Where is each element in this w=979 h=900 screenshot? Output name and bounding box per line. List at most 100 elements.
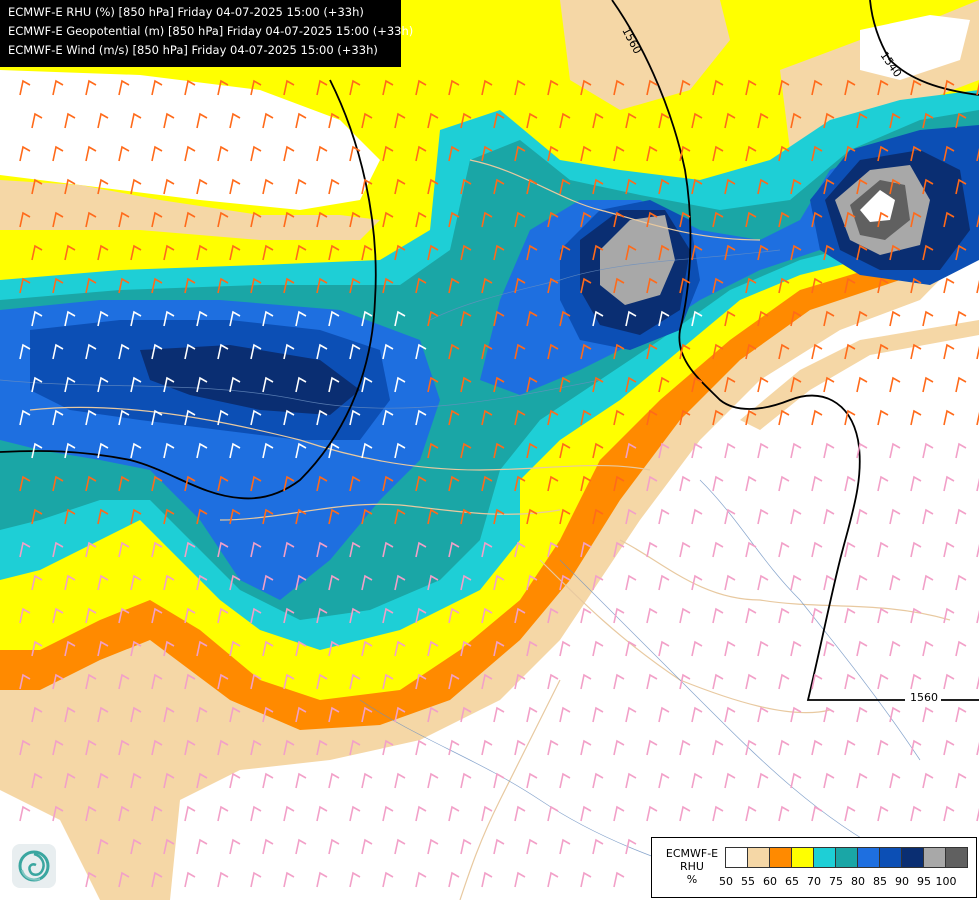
wind-barb — [118, 673, 130, 690]
wind-barb — [559, 574, 571, 591]
wind-barb — [85, 607, 97, 624]
wind-barb — [910, 277, 922, 294]
wind-barb — [394, 574, 406, 591]
wind-barb — [613, 211, 625, 228]
wind-barb — [382, 871, 394, 888]
wind-barb — [955, 706, 967, 723]
wind-barb — [85, 541, 97, 558]
wind-barb — [712, 475, 724, 492]
wind-barb — [184, 409, 196, 426]
wind-barb — [31, 244, 43, 261]
legend-swatch — [879, 847, 902, 868]
wind-barb — [943, 673, 955, 690]
wind-barb — [328, 640, 340, 657]
wind-barb — [151, 343, 163, 360]
wind-barb — [229, 574, 241, 591]
wind-barb — [97, 376, 109, 393]
wind-barb — [316, 805, 328, 822]
wind-barb — [460, 706, 472, 723]
wind-barb — [184, 805, 196, 822]
wind-barb — [658, 244, 670, 261]
wind-barb — [547, 211, 559, 228]
contour-label-bg — [905, 690, 941, 704]
wind-barb — [295, 574, 307, 591]
wind-barb — [877, 409, 889, 426]
wind-barb — [328, 376, 340, 393]
wind-barb — [823, 442, 835, 459]
wind-barb — [250, 343, 262, 360]
wind-barb — [844, 277, 856, 294]
wind-barb — [283, 607, 295, 624]
wind-barb — [130, 244, 142, 261]
wind-barb — [31, 640, 43, 657]
wind-barb — [250, 277, 262, 294]
wind-barb — [481, 607, 493, 624]
wind-barb — [910, 145, 922, 162]
wind-barb — [349, 277, 361, 294]
wind-barb — [316, 343, 328, 360]
wind-barb — [460, 376, 472, 393]
wind-barb — [52, 739, 64, 756]
wind-barb — [724, 178, 736, 195]
wind-barb — [262, 442, 274, 459]
wind-barb — [811, 475, 823, 492]
wind-barb — [427, 706, 439, 723]
wind-barb — [382, 739, 394, 756]
wind-barb — [679, 541, 691, 558]
rhu-band-white-core — [860, 190, 895, 222]
wind-barb — [658, 706, 670, 723]
wind-barb — [646, 607, 658, 624]
wind-barb — [349, 805, 361, 822]
wind-barb — [31, 178, 43, 195]
wind-barb — [250, 475, 262, 492]
wind-barb — [250, 145, 262, 162]
legend-swatch — [813, 847, 836, 868]
wind-barb — [922, 772, 934, 789]
wind-barb — [361, 772, 373, 789]
legend-tick-label: 60 — [763, 875, 777, 888]
wind-barb — [712, 541, 724, 558]
wind-barb — [943, 739, 955, 756]
wind-barb — [52, 211, 64, 228]
wind-barb — [448, 475, 460, 492]
wind-barb — [415, 145, 427, 162]
wind-barb — [955, 442, 967, 459]
wind-barb — [316, 541, 328, 558]
wind-barb — [382, 79, 394, 96]
wind-barb — [856, 706, 868, 723]
wind-barb — [283, 541, 295, 558]
wind-barb — [877, 277, 889, 294]
wind-barb — [856, 508, 868, 525]
wind-barb — [955, 574, 967, 591]
wind-barb — [943, 409, 955, 426]
wind-barb — [349, 673, 361, 690]
wind-barb — [361, 310, 373, 327]
wind-barb — [394, 376, 406, 393]
wind-barb — [943, 541, 955, 558]
wind-barb — [394, 442, 406, 459]
wind-barb — [514, 211, 526, 228]
wind-barb — [382, 211, 394, 228]
wind-barb — [778, 343, 790, 360]
border-line — [459, 679, 561, 900]
wind-barb — [196, 244, 208, 261]
wind-barb — [691, 244, 703, 261]
wind-barb — [526, 178, 538, 195]
legend-swatches — [725, 847, 968, 868]
wind-barb — [316, 79, 328, 96]
wind-barb — [844, 343, 856, 360]
wind-barb — [811, 409, 823, 426]
wind-barb — [229, 838, 241, 855]
wind-barb — [745, 343, 757, 360]
wind-barb — [625, 508, 637, 525]
wind-barb — [514, 673, 526, 690]
wind-barb — [613, 805, 625, 822]
wind-barb — [790, 574, 802, 591]
wind-barb — [658, 772, 670, 789]
wind-barb — [646, 541, 658, 558]
wind-barb — [658, 574, 670, 591]
wind-barb — [613, 739, 625, 756]
wind-barb — [679, 277, 691, 294]
wind-barb — [295, 508, 307, 525]
